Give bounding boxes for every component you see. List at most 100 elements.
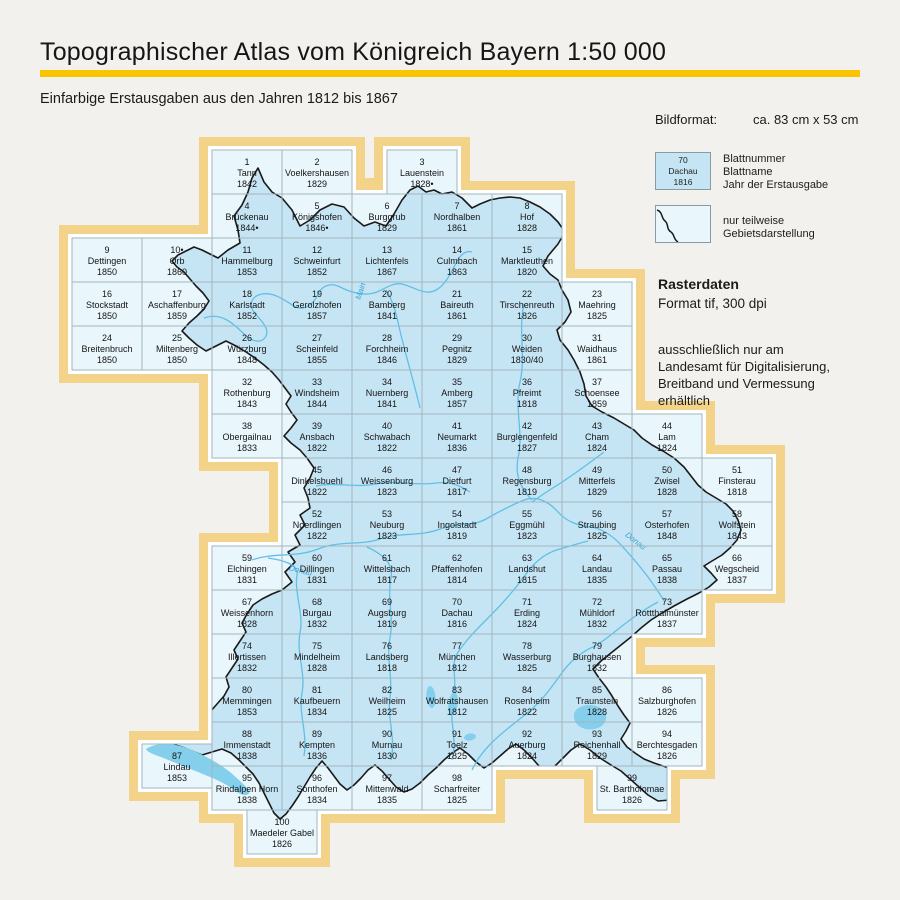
legend-partial-line2: Gebietsdarstellung <box>723 227 815 240</box>
svg-text:74: 74 <box>242 641 252 651</box>
svg-text:Rindalpen Horn: Rindalpen Horn <box>216 784 279 794</box>
svg-text:1819: 1819 <box>377 619 397 629</box>
svg-text:5: 5 <box>314 201 319 211</box>
lake-walchensee <box>464 733 476 741</box>
svg-text:Würzburg: Würzburg <box>227 344 266 354</box>
svg-text:34: 34 <box>382 377 392 387</box>
river <box>385 289 421 409</box>
svg-text:1833: 1833 <box>237 443 257 453</box>
svg-text:32: 32 <box>242 377 252 387</box>
svg-text:54: 54 <box>452 509 462 519</box>
svg-text:100: 100 <box>274 817 289 827</box>
svg-text:Osterhofen: Osterhofen <box>645 520 690 530</box>
svg-text:1844•: 1844• <box>235 223 258 233</box>
svg-text:Weiden: Weiden <box>512 344 542 354</box>
sheet-24 <box>72 326 142 370</box>
svg-text:37: 37 <box>592 377 602 387</box>
svg-text:67: 67 <box>242 597 252 607</box>
svg-text:75: 75 <box>312 641 322 651</box>
legend-label-jahr: Jahr der Erstausgabe <box>723 178 829 191</box>
svg-text:Immenstadt: Immenstadt <box>223 740 271 750</box>
page-subtitle: Einfarbige Erstausgaben aus den Jahren 1… <box>40 91 398 107</box>
svg-text:31: 31 <box>592 333 602 343</box>
svg-text:91: 91 <box>452 729 462 739</box>
svg-text:Tann: Tann <box>237 168 257 178</box>
svg-text:1822: 1822 <box>307 443 327 453</box>
svg-text:46: 46 <box>382 465 392 475</box>
svg-text:1822: 1822 <box>517 707 537 717</box>
lake-ammersee <box>426 686 436 708</box>
svg-text:Zwisel: Zwisel <box>654 476 680 486</box>
svg-text:Schwabach: Schwabach <box>364 432 411 442</box>
boundary-squiggle-icon <box>656 209 679 242</box>
sheet-51 <box>702 458 772 502</box>
svg-text:1841: 1841 <box>377 399 397 409</box>
svg-text:Burggrub: Burggrub <box>368 212 405 222</box>
svg-text:2: 2 <box>314 157 319 167</box>
svg-text:Wolfratshausen: Wolfratshausen <box>426 696 488 706</box>
svg-text:1827: 1827 <box>517 443 537 453</box>
svg-text:Schweinfurt: Schweinfurt <box>293 256 341 266</box>
svg-text:1837: 1837 <box>657 619 677 629</box>
svg-text:11: 11 <box>242 245 251 255</box>
svg-text:1832: 1832 <box>237 663 257 673</box>
svg-text:1825: 1825 <box>517 663 537 673</box>
svg-text:Rothenburg: Rothenburg <box>223 388 270 398</box>
sheet-38 <box>212 414 282 458</box>
svg-text:6: 6 <box>384 201 389 211</box>
svg-text:Landsberg: Landsberg <box>366 652 409 662</box>
svg-text:1823: 1823 <box>377 531 397 541</box>
svg-text:33: 33 <box>312 377 322 387</box>
svg-text:8: 8 <box>524 201 529 211</box>
svg-text:Salzburghofen: Salzburghofen <box>638 696 696 706</box>
river <box>267 557 306 757</box>
sheet-2 <box>282 150 352 194</box>
svg-text:27: 27 <box>312 333 322 343</box>
svg-text:Amberg: Amberg <box>441 388 473 398</box>
svg-text:1824: 1824 <box>517 619 537 629</box>
svg-text:Scheinfeld: Scheinfeld <box>296 344 338 354</box>
svg-text:89: 89 <box>312 729 322 739</box>
river <box>366 546 394 761</box>
svg-text:40: 40 <box>382 421 392 431</box>
svg-text:Pfaffenhofen: Pfaffenhofen <box>432 564 483 574</box>
svg-text:1832: 1832 <box>587 619 607 629</box>
svg-text:Mindelheim: Mindelheim <box>294 652 340 662</box>
svg-text:30: 30 <box>522 333 532 343</box>
svg-text:21: 21 <box>452 289 462 299</box>
svg-text:Voelkershausen: Voelkershausen <box>285 168 349 178</box>
svg-text:1824: 1824 <box>657 443 677 453</box>
svg-text:1818: 1818 <box>517 399 537 409</box>
svg-text:1826: 1826 <box>657 707 677 717</box>
svg-text:1814: 1814 <box>447 575 467 585</box>
svg-text:Eggmühl: Eggmühl <box>509 520 545 530</box>
svg-text:Weilheim: Weilheim <box>369 696 406 706</box>
svg-text:85: 85 <box>592 685 602 695</box>
svg-text:Ingolstadt: Ingolstadt <box>437 520 477 530</box>
svg-text:7: 7 <box>454 201 459 211</box>
svg-text:45: 45 <box>312 465 322 475</box>
svg-text:3: 3 <box>419 157 424 167</box>
svg-text:Auerburg: Auerburg <box>508 740 545 750</box>
svg-text:52: 52 <box>312 509 322 519</box>
